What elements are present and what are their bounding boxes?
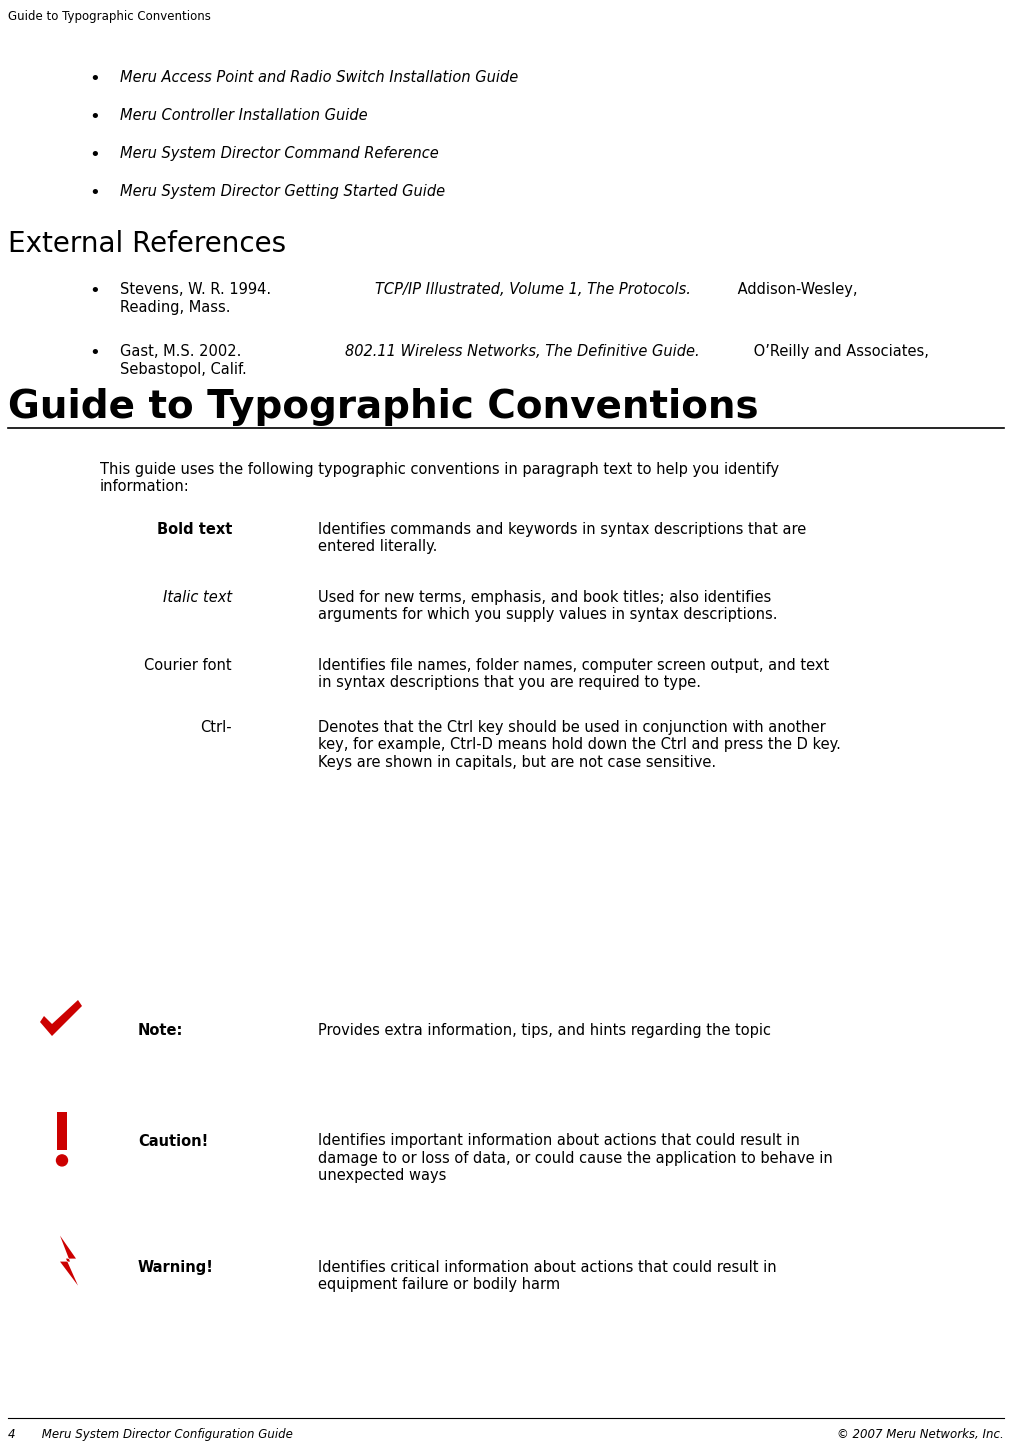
Text: •: • bbox=[90, 107, 100, 126]
Text: O’Reilly and Associates,: O’Reilly and Associates, bbox=[748, 344, 928, 359]
Text: External References: External References bbox=[8, 229, 286, 258]
Text: Meru System Director Command Reference: Meru System Director Command Reference bbox=[120, 147, 439, 161]
Text: Reading, Mass.: Reading, Mass. bbox=[120, 301, 231, 315]
Text: Meru Access Point and Radio Switch Installation Guide: Meru Access Point and Radio Switch Insta… bbox=[120, 70, 518, 86]
Text: Gast, M.S. 2002.: Gast, M.S. 2002. bbox=[120, 344, 246, 359]
Text: Meru System Director Getting Started Guide: Meru System Director Getting Started Gui… bbox=[120, 184, 445, 199]
Text: Identifies file names, folder names, computer screen output, and text
in syntax : Identifies file names, folder names, com… bbox=[317, 658, 828, 690]
Text: Ctrl-: Ctrl- bbox=[200, 720, 232, 735]
Text: Addison-Wesley,: Addison-Wesley, bbox=[732, 282, 857, 298]
Text: Stevens, W. R. 1994.: Stevens, W. R. 1994. bbox=[120, 282, 275, 298]
Text: Guide to Typographic Conventions: Guide to Typographic Conventions bbox=[8, 10, 210, 23]
Text: Meru Controller Installation Guide: Meru Controller Installation Guide bbox=[120, 107, 367, 123]
Text: Courier font: Courier font bbox=[145, 658, 232, 672]
Text: Italic text: Italic text bbox=[163, 590, 232, 605]
Text: 4       Meru System Director Configuration Guide: 4 Meru System Director Configuration Gui… bbox=[8, 1427, 292, 1440]
Text: Used for new terms, emphasis, and book titles; also identifies
arguments for whi: Used for new terms, emphasis, and book t… bbox=[317, 590, 776, 623]
Polygon shape bbox=[60, 1236, 78, 1285]
Text: Identifies important information about actions that could result in
damage to or: Identifies important information about a… bbox=[317, 1134, 832, 1183]
Polygon shape bbox=[40, 1000, 82, 1035]
Text: Warning!: Warning! bbox=[137, 1260, 213, 1275]
Text: TCP/IP Illustrated, Volume 1, The Protocols.: TCP/IP Illustrated, Volume 1, The Protoc… bbox=[375, 282, 691, 298]
Text: 802.11 Wireless Networks, The Definitive Guide.: 802.11 Wireless Networks, The Definitive… bbox=[345, 344, 700, 359]
Text: •: • bbox=[90, 282, 100, 301]
Text: •: • bbox=[90, 147, 100, 164]
Text: •: • bbox=[90, 70, 100, 89]
Text: Identifies commands and keywords in syntax descriptions that are
entered literal: Identifies commands and keywords in synt… bbox=[317, 523, 806, 555]
Text: Note:: Note: bbox=[137, 1024, 183, 1038]
Text: Guide to Typographic Conventions: Guide to Typographic Conventions bbox=[8, 388, 758, 425]
Text: Caution!: Caution! bbox=[137, 1134, 208, 1149]
Text: Bold text: Bold text bbox=[157, 523, 232, 537]
FancyBboxPatch shape bbox=[57, 1112, 67, 1150]
Text: Identifies critical information about actions that could result in
equipment fai: Identifies critical information about ac… bbox=[317, 1260, 775, 1292]
Text: Provides extra information, tips, and hints regarding the topic: Provides extra information, tips, and hi… bbox=[317, 1024, 770, 1038]
Circle shape bbox=[57, 1154, 68, 1166]
Text: This guide uses the following typographic conventions in paragraph text to help : This guide uses the following typographi… bbox=[100, 462, 778, 494]
Text: © 2007 Meru Networks, Inc.: © 2007 Meru Networks, Inc. bbox=[836, 1427, 1003, 1440]
Text: •: • bbox=[90, 344, 100, 362]
Text: •: • bbox=[90, 184, 100, 202]
Text: Sebastopol, Calif.: Sebastopol, Calif. bbox=[120, 362, 247, 378]
Text: Denotes that the Ctrl key should be used in conjunction with another
key, for ex: Denotes that the Ctrl key should be used… bbox=[317, 720, 840, 770]
